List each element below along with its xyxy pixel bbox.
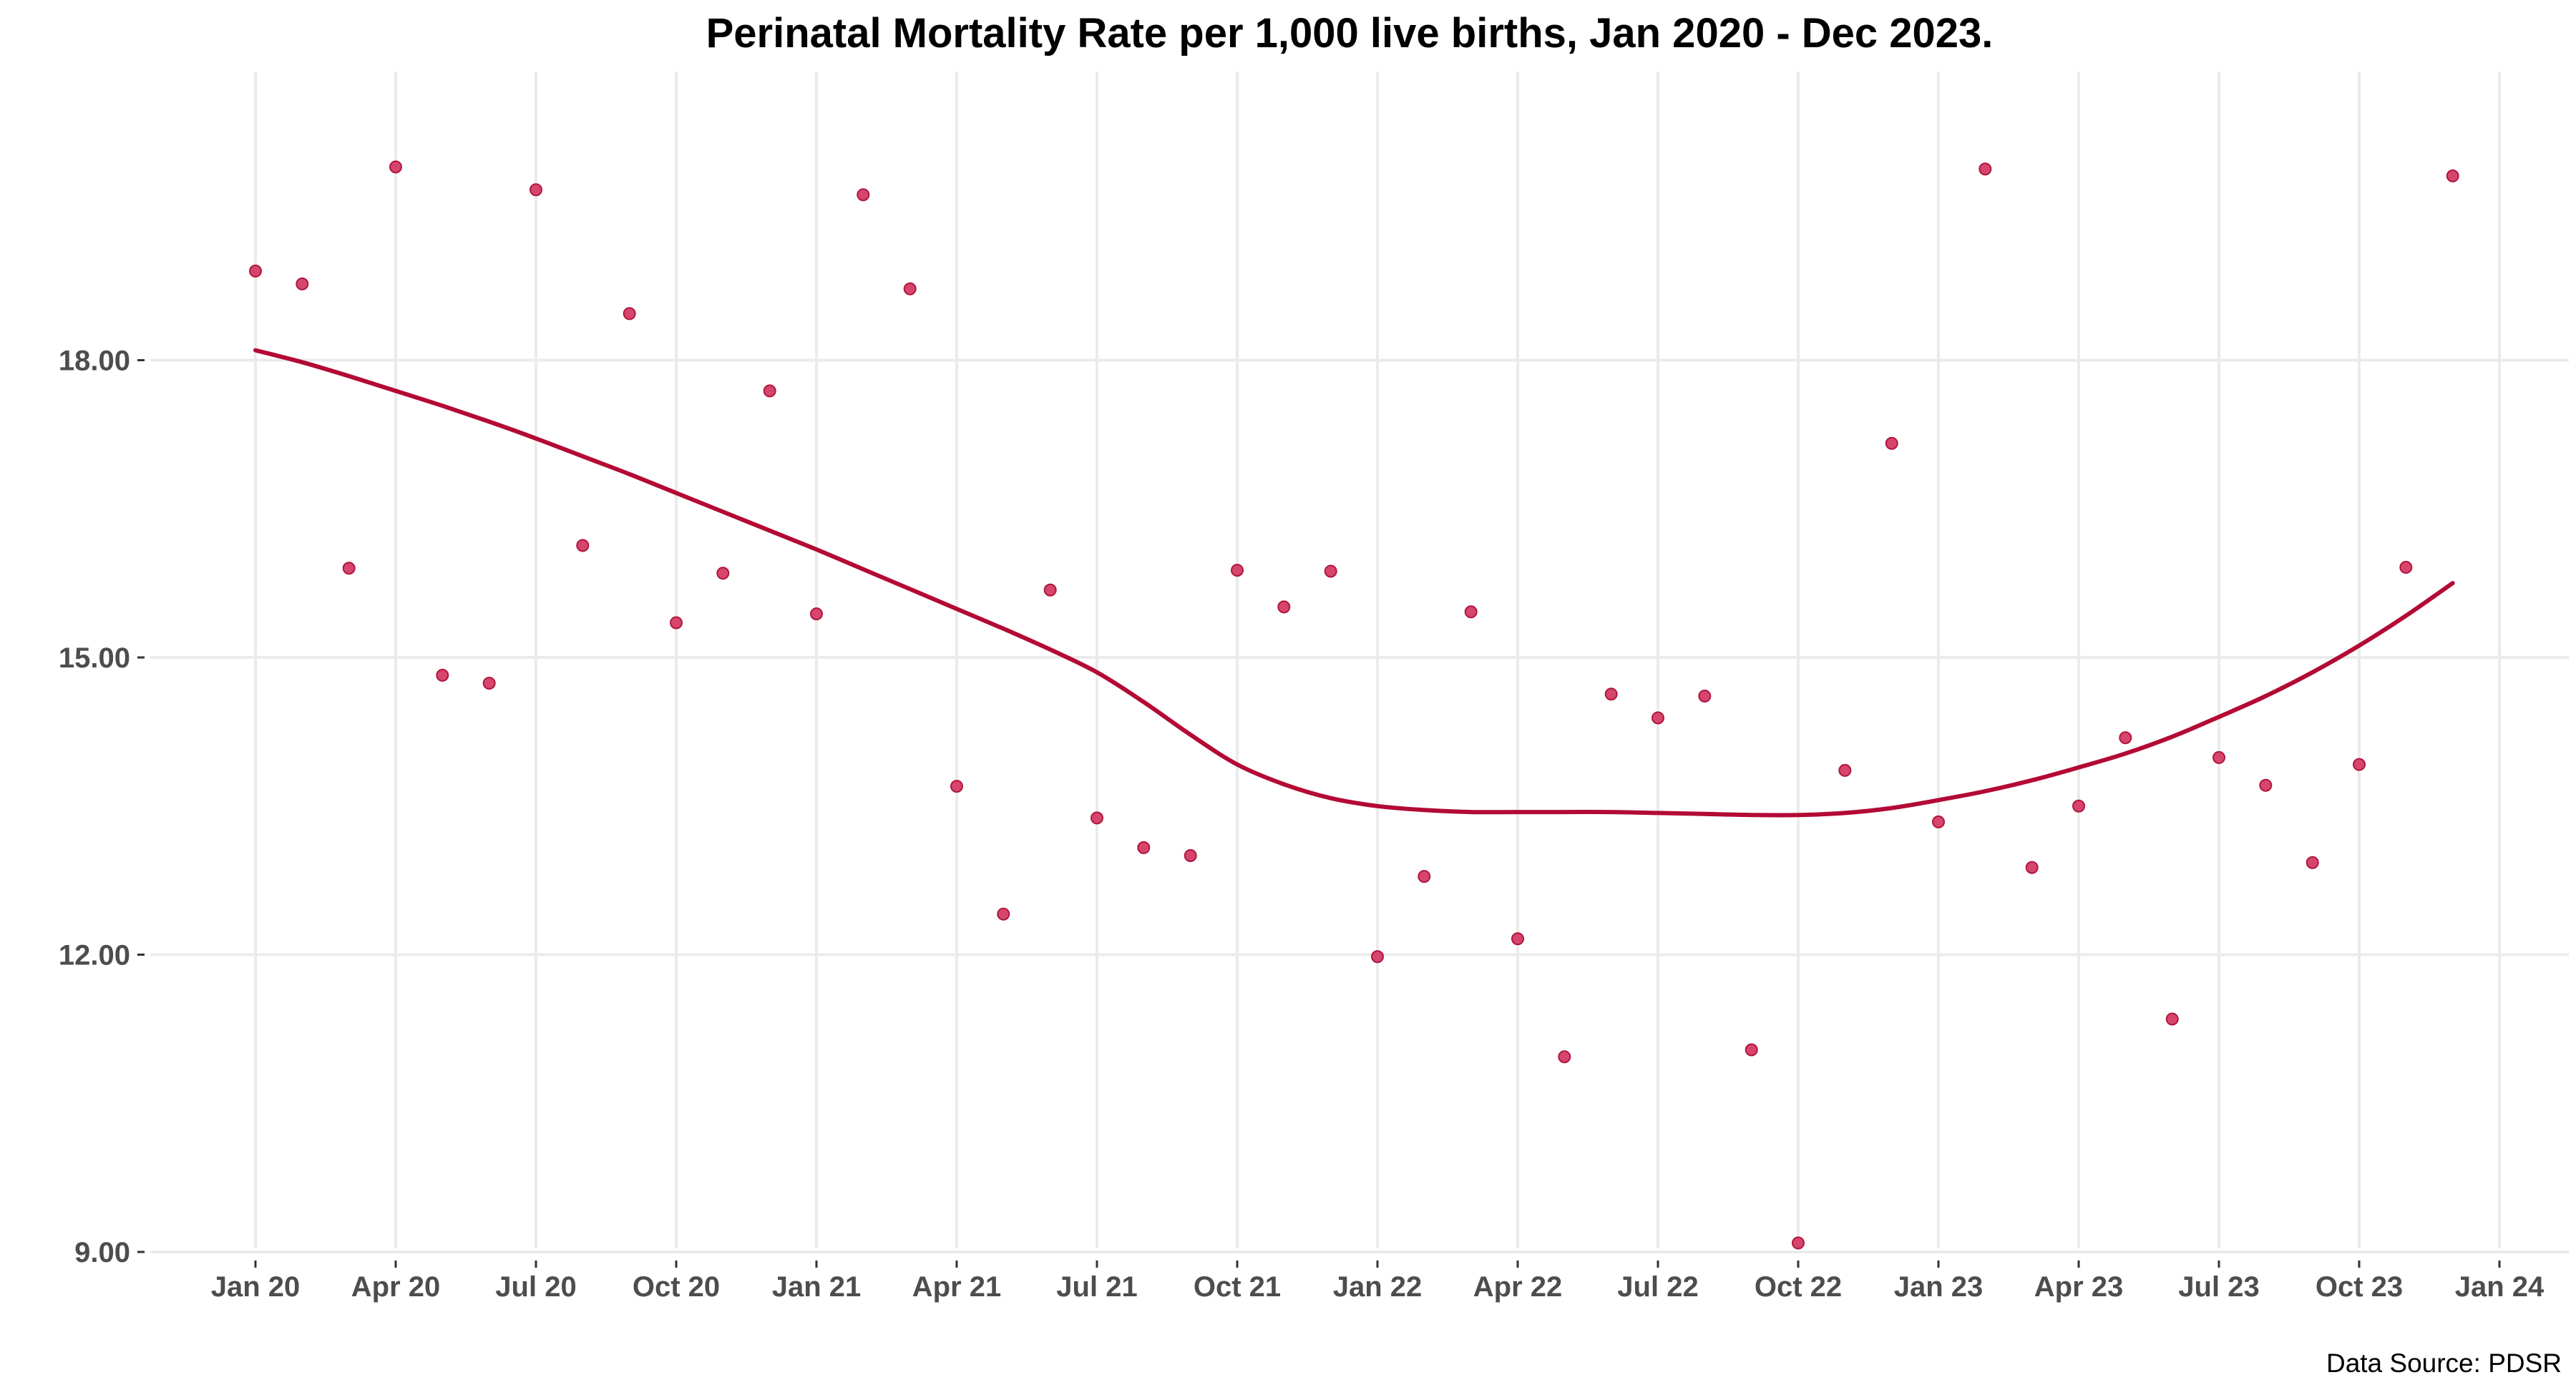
data-point bbox=[2446, 169, 2459, 182]
x-tick-label: Jul 21 bbox=[1056, 1271, 1137, 1303]
data-point bbox=[389, 160, 402, 174]
grid-layer bbox=[150, 72, 2569, 1253]
data-point bbox=[2072, 799, 2085, 813]
data-point bbox=[1979, 162, 1992, 176]
x-tick-label: Jul 23 bbox=[2178, 1271, 2259, 1303]
x-tick-label: Oct 23 bbox=[2316, 1271, 2403, 1303]
axis-layer: Jan 20 Apr 20 Jul 20 Oct 20 Jan 21 Apr 21 Jul … bbox=[59, 346, 2545, 1303]
trend-line bbox=[253, 348, 2455, 818]
data-point bbox=[1511, 932, 1524, 946]
data-point bbox=[342, 562, 356, 575]
data-point bbox=[1091, 811, 1103, 825]
data-point bbox=[997, 907, 1010, 921]
x-tick-label: Apr 22 bbox=[1473, 1271, 1563, 1303]
x-tick-label: Jan 23 bbox=[1894, 1271, 1984, 1303]
x-tick-label: Apr 23 bbox=[2034, 1271, 2124, 1303]
x-tick-label: Oct 21 bbox=[1194, 1271, 1281, 1303]
data-point bbox=[1604, 687, 1618, 701]
data-point bbox=[1464, 605, 1478, 619]
x-tick-label: Oct 22 bbox=[1755, 1271, 1842, 1303]
data-point bbox=[2212, 750, 2225, 764]
data-point bbox=[1932, 815, 1945, 828]
x-tick-label: Apr 21 bbox=[912, 1271, 1002, 1303]
data-point bbox=[1652, 711, 1664, 725]
data-point bbox=[716, 567, 730, 580]
y-tick-label: 12.00 bbox=[59, 940, 130, 971]
data-source-label: Data Source: PDSR bbox=[2326, 1348, 2562, 1378]
data-point bbox=[1371, 950, 1384, 964]
data-point bbox=[1558, 1050, 1571, 1064]
data-point bbox=[1745, 1043, 1758, 1057]
data-point bbox=[1231, 564, 1244, 577]
data-point bbox=[1792, 1236, 1805, 1250]
y-tick-label: 9.00 bbox=[74, 1237, 130, 1268]
data-point bbox=[2165, 1012, 2179, 1026]
y-tick-label: 15.00 bbox=[59, 642, 130, 674]
data-point bbox=[670, 616, 683, 630]
data-point bbox=[1043, 583, 1057, 597]
data-point bbox=[1324, 564, 1337, 578]
y-tick-label: 18.00 bbox=[59, 346, 130, 377]
x-tick-label: Jan 20 bbox=[211, 1271, 301, 1303]
data-point bbox=[2025, 861, 2039, 874]
data-point bbox=[857, 188, 870, 202]
data-point bbox=[1137, 841, 1151, 854]
data-point bbox=[1698, 690, 1712, 703]
x-tick-label: Jul 20 bbox=[495, 1271, 576, 1303]
x-tick-label: Apr 20 bbox=[351, 1271, 441, 1303]
data-point bbox=[2259, 778, 2273, 792]
data-point bbox=[903, 282, 917, 295]
data-point bbox=[2399, 561, 2413, 574]
data-point bbox=[530, 183, 542, 197]
data-point bbox=[296, 277, 309, 290]
x-tick-label: Oct 20 bbox=[633, 1271, 720, 1303]
data-point bbox=[1885, 436, 1898, 450]
data-point bbox=[249, 264, 262, 278]
data-point bbox=[576, 539, 590, 552]
data-point bbox=[1838, 763, 1852, 777]
x-tick-label: Jul 22 bbox=[1617, 1271, 1698, 1303]
data-point bbox=[2353, 758, 2366, 771]
points-layer bbox=[249, 160, 2459, 1250]
data-point bbox=[810, 607, 823, 621]
data-point bbox=[1418, 870, 1431, 884]
data-point bbox=[482, 677, 496, 690]
data-point bbox=[950, 780, 963, 793]
data-point bbox=[763, 384, 776, 398]
data-point bbox=[2306, 856, 2319, 869]
data-point bbox=[1277, 600, 1291, 614]
chart-title: Perinatal Mortality Rate per 1,000 live … bbox=[706, 10, 1994, 57]
data-point bbox=[1184, 849, 1197, 862]
x-tick-label: Jan 24 bbox=[2455, 1271, 2545, 1303]
x-tick-label: Jan 22 bbox=[1333, 1271, 1423, 1303]
data-point bbox=[2119, 731, 2132, 745]
data-point bbox=[436, 668, 449, 682]
data-point bbox=[623, 307, 636, 320]
x-tick-label: Jan 21 bbox=[772, 1271, 862, 1303]
